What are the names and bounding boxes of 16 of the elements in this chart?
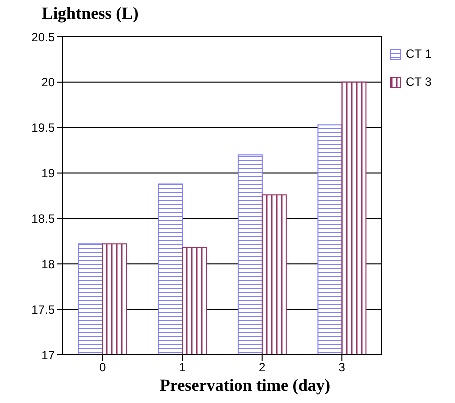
y-tick-label: 19: [42, 166, 56, 181]
x-tick-label: 2: [259, 360, 266, 375]
x-tick-label: 0: [100, 360, 107, 375]
y-tick-label: 17.5: [32, 302, 56, 317]
y-tick-label: 19.5: [32, 121, 56, 136]
y-tick-label: 18.5: [32, 212, 56, 226]
y-tick-label: 20: [42, 76, 56, 90]
chart-title: Lightness (L): [42, 4, 139, 24]
y-tick-label: 18: [42, 257, 56, 272]
x-tick-label: 3: [338, 360, 346, 375]
legend-label: CT 1: [406, 47, 432, 61]
y-tick-label: 20.5: [32, 30, 56, 44]
x-tick-label: 1: [179, 360, 186, 375]
legend-label: CT 3: [406, 75, 432, 89]
x-axis-title: Preservation time (day): [160, 376, 331, 396]
y-tick-label: 17: [42, 348, 56, 362]
